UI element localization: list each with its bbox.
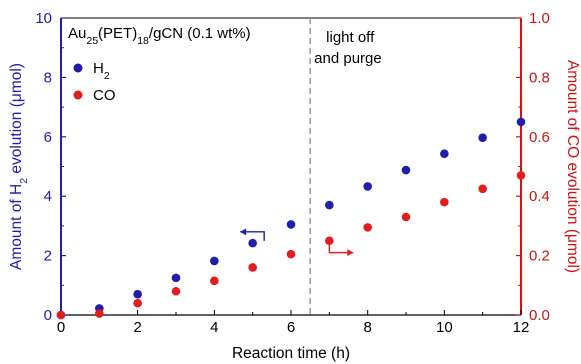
y-right-tick-label: 0.2 xyxy=(529,248,550,265)
data-point-co xyxy=(325,236,334,246)
data-point-h2 xyxy=(325,200,334,210)
x-tick-label: 6 xyxy=(287,319,295,336)
data-point-h2 xyxy=(248,238,257,248)
annotation-line2: and purge xyxy=(314,50,382,67)
legend-marker xyxy=(73,90,83,100)
data-point-h2 xyxy=(286,220,296,229)
data-point-h2 xyxy=(516,117,526,127)
data-point-h2 xyxy=(401,165,411,175)
legend-label: CO xyxy=(93,87,116,104)
data-point-co xyxy=(286,249,296,259)
x-axis-title: Reaction time (h) xyxy=(232,345,350,362)
data-point-h2 xyxy=(210,256,219,266)
y-left-tick-label: 0 xyxy=(44,307,52,324)
y-left-tick-label: 2 xyxy=(44,248,52,265)
y-right-axis-title: Amount of CO evolution (μmol) xyxy=(564,60,581,273)
y-right-tick-label: 0.0 xyxy=(529,307,550,324)
x-tick-label: 0 xyxy=(57,319,65,336)
y-left-tick-label: 6 xyxy=(44,129,52,146)
y-left-tick-label: 10 xyxy=(35,10,52,27)
x-tick-label: 4 xyxy=(210,319,218,336)
data-point-co xyxy=(133,298,142,308)
x-tick-label: 8 xyxy=(363,319,371,336)
data-point-h2 xyxy=(133,289,142,299)
data-point-co xyxy=(171,286,181,296)
axis-arrow-right xyxy=(328,243,354,254)
data-point-co xyxy=(248,263,257,272)
data-point-co xyxy=(363,223,372,232)
y-left-tick-label: 4 xyxy=(44,188,52,205)
data-point-co xyxy=(95,309,104,318)
annotation-line1: light off xyxy=(326,29,375,46)
y-left-axis-title: Amount of H2 evolution (μmol) xyxy=(8,63,30,270)
x-tick-label: 12 xyxy=(513,319,530,336)
y-right-tick-label: 0.8 xyxy=(529,69,550,86)
sample-label: Au25(PET)18/gCN (0.1 wt%) xyxy=(68,25,251,47)
axis-arrow-right-head xyxy=(347,249,354,257)
y-right-tick-label: 1.0 xyxy=(529,10,550,27)
y-right-tick-label: 0.4 xyxy=(529,188,550,205)
axis-arrow-left xyxy=(240,231,265,241)
legend-label: H2 xyxy=(93,60,110,82)
data-point-co xyxy=(401,212,411,222)
data-point-co xyxy=(210,276,219,286)
data-point-h2 xyxy=(363,182,372,191)
legend-marker xyxy=(73,63,83,73)
data-point-co xyxy=(516,171,526,180)
data-point-h2 xyxy=(478,133,487,142)
data-point-co xyxy=(478,184,487,194)
data-point-co xyxy=(56,310,66,320)
x-tick-label: 10 xyxy=(436,319,453,336)
data-point-co xyxy=(440,197,449,207)
data-point-h2 xyxy=(171,273,181,283)
y-left-tick-label: 8 xyxy=(44,69,52,86)
axis-arrow-left-head xyxy=(240,228,247,236)
x-tick-label: 2 xyxy=(133,319,141,336)
y-right-tick-label: 0.6 xyxy=(529,129,550,146)
data-point-h2 xyxy=(440,149,449,159)
